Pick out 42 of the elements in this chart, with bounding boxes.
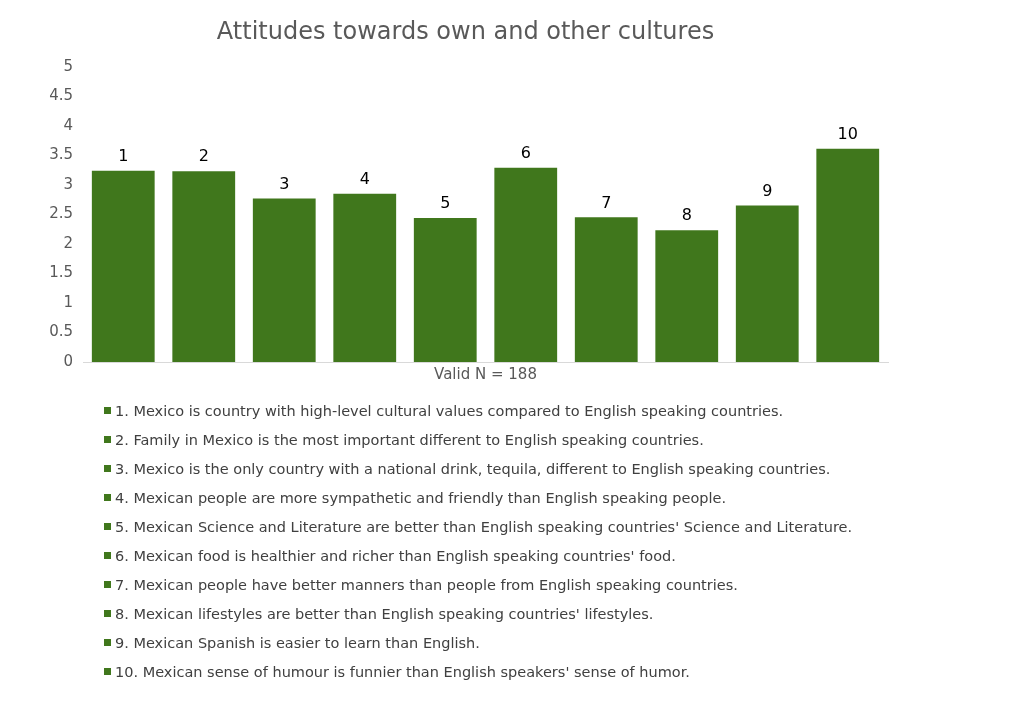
bar bbox=[172, 171, 236, 362]
x-tick-label: 8 bbox=[681, 205, 692, 225]
bar bbox=[333, 193, 397, 362]
text: 2. Family in Mexico is the most important different to English speaking countries. bbox=[115, 431, 704, 448]
y-tick-label: 0 bbox=[63, 351, 73, 370]
text: 4. Mexican people are more sympathetic and friendly than English speaking people. bbox=[115, 489, 727, 506]
bar bbox=[91, 170, 155, 362]
x-tick-label: 6 bbox=[520, 142, 531, 162]
y-tick-label: 0.5 bbox=[49, 322, 73, 341]
text: 10. Mexican sense of humour is funnier than English speakers' sense of humor. bbox=[115, 663, 690, 680]
text: 3. Mexico is the only country with a national drink, tequila, different to English speaking countries. bbox=[115, 460, 831, 477]
bar bbox=[252, 198, 316, 362]
x-axis-title: Valid N = 188 bbox=[434, 364, 537, 383]
y-tick-label: 2.5 bbox=[49, 204, 73, 223]
y-tick-label: 4 bbox=[63, 115, 73, 134]
bar bbox=[655, 230, 719, 362]
x-tick-label: 10 bbox=[837, 124, 858, 144]
text: 5. Mexican Science and Literature are better than English speaking countries' Science and Literature. bbox=[115, 518, 853, 535]
y-tick-label: 1 bbox=[63, 292, 73, 311]
y-tick-label: 5 bbox=[63, 56, 73, 75]
bar bbox=[574, 217, 638, 362]
text: 9. Mexican Spanish is easier to learn than English. bbox=[115, 634, 480, 651]
bar bbox=[735, 205, 799, 362]
bar bbox=[816, 148, 880, 362]
chart-title: Attitudes towards own and other cultures bbox=[216, 16, 715, 45]
y-tick-label: 1.5 bbox=[49, 263, 73, 282]
x-tick-label: 7 bbox=[601, 192, 612, 212]
text: 8. Mexican lifestyles are better than English speaking countries' lifestyles. bbox=[115, 605, 654, 622]
x-tick-label: 9 bbox=[762, 180, 773, 200]
y-tick-label: 4.5 bbox=[49, 86, 73, 105]
y-tick-label: 2 bbox=[63, 233, 73, 252]
x-tick-label: 2 bbox=[198, 146, 209, 166]
x-tick-label: 1 bbox=[118, 145, 129, 165]
x-tick-label: 3 bbox=[279, 173, 290, 193]
x-tick-label: 5 bbox=[440, 193, 451, 213]
text: 1. Mexico is country with high-level cultural values compared to English speaking countries. bbox=[115, 402, 784, 419]
y-tick-label: 3.5 bbox=[49, 145, 73, 164]
text: 7. Mexican people have better manners than people from English speaking countries. bbox=[115, 576, 738, 593]
bar bbox=[494, 167, 558, 362]
bar bbox=[413, 217, 477, 362]
text: 6. Mexican food is healthier and richer than English speaking countries' food. bbox=[115, 547, 676, 564]
x-tick-label: 4 bbox=[359, 168, 370, 188]
